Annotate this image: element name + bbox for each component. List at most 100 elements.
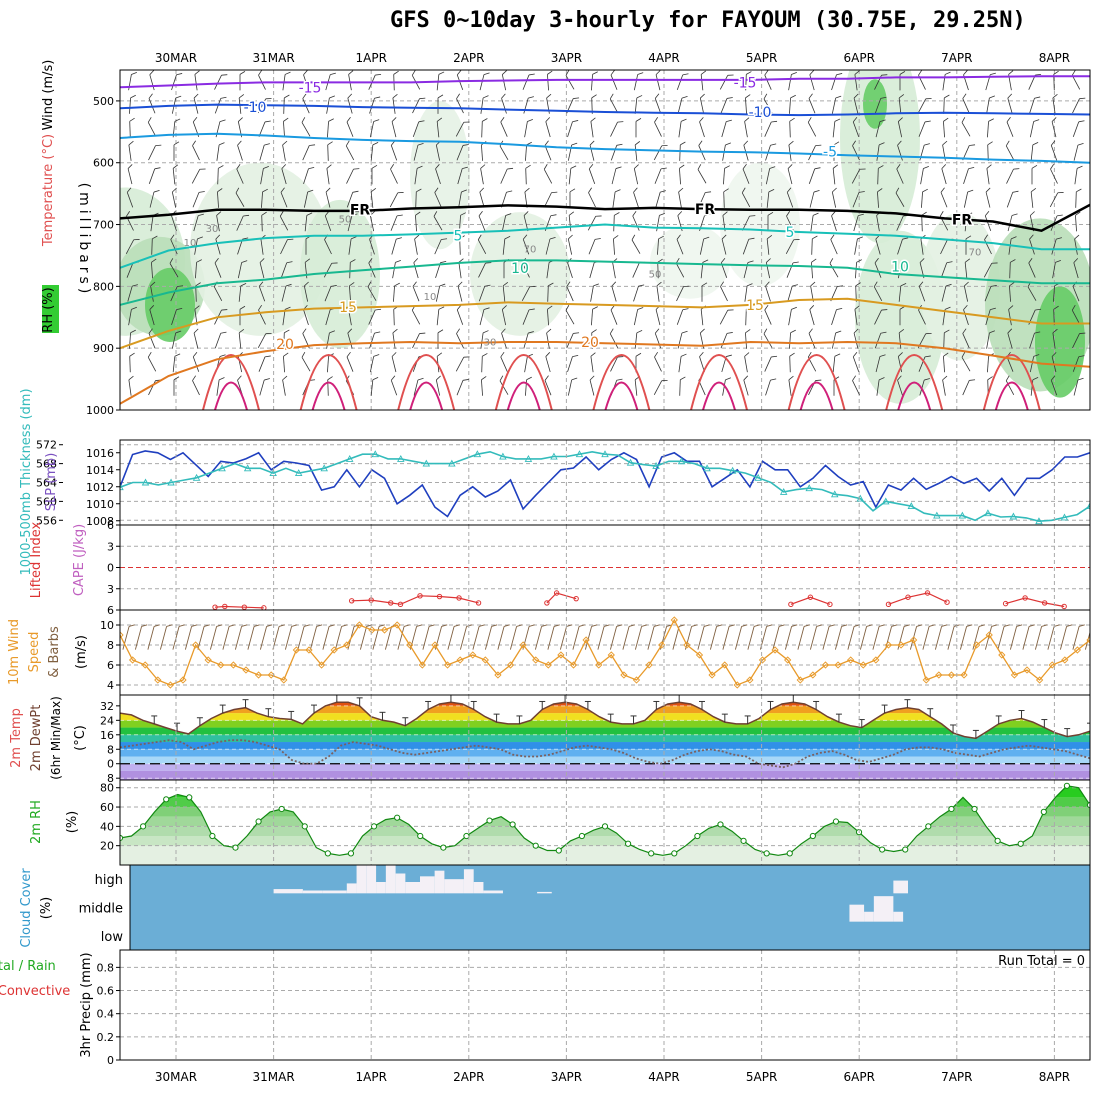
wind-barb (765, 378, 777, 396)
barb-flag (661, 379, 668, 382)
barb-staff (236, 168, 244, 184)
wind-barb (720, 281, 728, 302)
isotherm-30 (897, 381, 932, 410)
barb-staff (853, 97, 859, 114)
wind10-barb (809, 624, 823, 650)
barb-staff (284, 626, 293, 650)
wind-barb (962, 93, 970, 114)
barb-flag (482, 118, 488, 122)
barb-flag (1007, 328, 1013, 334)
barb-staff (943, 121, 945, 138)
barb-flag (852, 375, 857, 381)
wind-barb (565, 70, 575, 90)
barb-staff (1029, 356, 1035, 373)
wind-barb (216, 211, 222, 232)
temp-band (120, 727, 1090, 735)
barb-staff (984, 215, 992, 231)
wind10-marker (481, 656, 489, 664)
wind-barb (631, 234, 641, 254)
wind-barb (654, 167, 667, 184)
rh-marker (509, 821, 516, 828)
wind10-speed-label: Speed (27, 632, 42, 673)
barb-staff (1047, 626, 1055, 650)
barb-staff (898, 332, 902, 349)
cloud-bar (346, 883, 357, 894)
barb-flag (746, 71, 752, 75)
wind-barb (304, 212, 313, 232)
barb-flag (704, 214, 711, 217)
barb-staff (481, 379, 483, 396)
barb-flag (1029, 234, 1034, 240)
barb-flag (284, 306, 291, 310)
barb-flag (678, 187, 684, 193)
barb-flag (682, 73, 689, 76)
wind-barb (302, 144, 316, 161)
rh-contour-label: 10 (184, 238, 197, 249)
wind-barb (481, 118, 488, 138)
barb-staff (943, 332, 945, 349)
rh-marker (694, 832, 701, 840)
barb-staff (478, 286, 486, 302)
rh-contour-label: 70 (969, 247, 982, 258)
barb-flag (571, 377, 578, 381)
barb-staff (480, 332, 484, 349)
wind10-marker (859, 661, 867, 669)
barb-staff (723, 191, 725, 208)
wind-barb (808, 328, 816, 349)
wind10-marker (796, 676, 804, 684)
rh-marker (832, 818, 840, 825)
barb-flag (441, 624, 448, 627)
wind10-barb (797, 624, 810, 650)
barb-flag (413, 258, 419, 263)
barb-flag (990, 72, 996, 76)
barb-flag (460, 212, 466, 216)
barb-flag (967, 189, 974, 193)
barb-flag (565, 70, 570, 76)
barb-staff (809, 74, 815, 91)
thickness-marker (907, 502, 916, 510)
barb-flag (192, 375, 197, 381)
barb-staff (209, 626, 218, 650)
barb-staff (921, 191, 923, 208)
wind-barb (941, 283, 952, 302)
wind-barb (435, 283, 446, 302)
barb-flag (919, 258, 925, 263)
barb-flag (415, 211, 421, 216)
lifted-index-marker (475, 600, 482, 606)
barb-flag (264, 120, 271, 123)
wind-barb (719, 74, 734, 90)
wind-barb (393, 305, 399, 326)
barb-staff (1009, 285, 1011, 302)
rh-contour-label: 50 (339, 215, 352, 226)
barb-flag (613, 235, 619, 240)
barb-staff (584, 626, 593, 650)
rh-marker (717, 821, 724, 828)
wind-barb (568, 211, 575, 232)
barb-staff (260, 168, 264, 185)
isotherm-line (120, 340, 1090, 405)
barb-staff (192, 145, 200, 161)
barb-staff (720, 333, 728, 349)
wind-barb (654, 93, 662, 114)
li-axis-label: Lifted Index (29, 521, 44, 598)
wind-barb (744, 117, 750, 138)
barb-staff (1027, 286, 1037, 301)
barb-flag (841, 624, 848, 627)
bottom-date-label: 4APR (648, 1070, 679, 1084)
barb-flag (701, 282, 708, 287)
barb-staff (309, 626, 318, 650)
cloud-bar (483, 890, 503, 894)
slp-tick-label: 1010 (86, 498, 114, 511)
wind-barb (677, 96, 688, 114)
wind10-marker (1010, 671, 1019, 679)
barb-flag (833, 141, 840, 146)
wind10-barb (172, 624, 185, 650)
barb-flag (193, 93, 199, 99)
barb-flag (367, 281, 372, 288)
barb-flag (218, 377, 225, 381)
barb-staff (1050, 145, 1058, 161)
wind-barb (723, 188, 729, 208)
wind-barb (654, 351, 662, 372)
wind-barb (524, 119, 533, 138)
thickness-marker (958, 511, 967, 519)
